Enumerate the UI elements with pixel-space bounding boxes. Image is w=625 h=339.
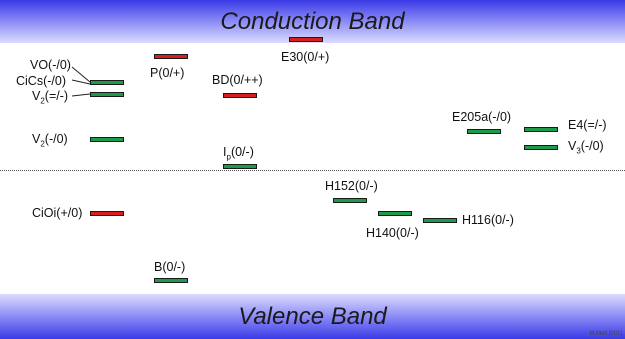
valence-band-title: Valence Band bbox=[238, 302, 387, 330]
label-cioi: CiOi(+/0) bbox=[32, 206, 83, 220]
label-v3-rest: (-/0) bbox=[580, 139, 604, 153]
level-h152 bbox=[333, 198, 367, 203]
label-v2-single: V2(-/0) bbox=[32, 132, 68, 152]
label-v3-sub: 3 bbox=[576, 146, 581, 156]
level-h140 bbox=[378, 211, 412, 216]
label-h152: H152(0/-) bbox=[325, 179, 378, 193]
label-v2-single-sub: 2 bbox=[40, 139, 45, 149]
label-ip-main: I bbox=[223, 145, 227, 159]
label-ip: Ip(0/-) bbox=[223, 145, 254, 165]
leader-vo bbox=[71, 66, 91, 83]
label-p: P(0/+) bbox=[150, 66, 185, 80]
leader-cics bbox=[71, 79, 91, 85]
label-v2-double-rest: (=/-) bbox=[44, 89, 69, 103]
label-e205a: E205a(-/0) bbox=[452, 110, 512, 124]
level-p bbox=[154, 54, 188, 59]
label-v2-single-rest: (-/0) bbox=[44, 132, 68, 146]
level-e205a bbox=[467, 129, 501, 134]
label-v3-main: V bbox=[568, 139, 577, 153]
label-h116: H116(0/-) bbox=[462, 213, 514, 227]
level-h116 bbox=[423, 218, 457, 223]
label-v2-double-sub: 2 bbox=[40, 96, 45, 106]
level-vo bbox=[90, 80, 124, 85]
label-v2-double: V2(=/-) bbox=[32, 89, 68, 109]
label-v2-double-main: V bbox=[32, 89, 41, 103]
level-e4 bbox=[524, 127, 558, 132]
label-e4: E4(=/-) bbox=[568, 118, 607, 132]
label-vo: VO(-/0) bbox=[30, 58, 71, 72]
level-ip bbox=[223, 164, 257, 169]
level-v2-single bbox=[90, 137, 124, 142]
author-credit: M.Moll [001] bbox=[589, 331, 622, 337]
level-v2-double bbox=[90, 92, 124, 97]
level-b bbox=[154, 278, 188, 283]
label-b: B(0/-) bbox=[154, 260, 186, 274]
label-v2-single-main: V bbox=[32, 132, 41, 146]
label-ip-sub: p bbox=[226, 152, 231, 162]
midgap-line bbox=[0, 170, 625, 171]
label-e30: E30(0/+) bbox=[281, 50, 330, 64]
level-cioi bbox=[90, 211, 124, 216]
label-v3: V3(-/0) bbox=[568, 139, 604, 159]
label-ip-rest: (0/-) bbox=[230, 145, 254, 159]
level-e30 bbox=[289, 37, 323, 42]
label-h140: H140(0/-) bbox=[366, 226, 419, 240]
label-bd: BD(0/++) bbox=[212, 73, 263, 87]
level-bd bbox=[223, 93, 257, 98]
conduction-band-title: Conduction Band bbox=[220, 7, 405, 35]
valence-band: Valence Band M.Moll [001] bbox=[0, 294, 625, 339]
leader-v2-a bbox=[71, 93, 91, 97]
conduction-band: Conduction Band bbox=[0, 0, 625, 43]
label-cics: CiCs(-/0) bbox=[16, 74, 66, 88]
level-v3 bbox=[524, 145, 558, 150]
